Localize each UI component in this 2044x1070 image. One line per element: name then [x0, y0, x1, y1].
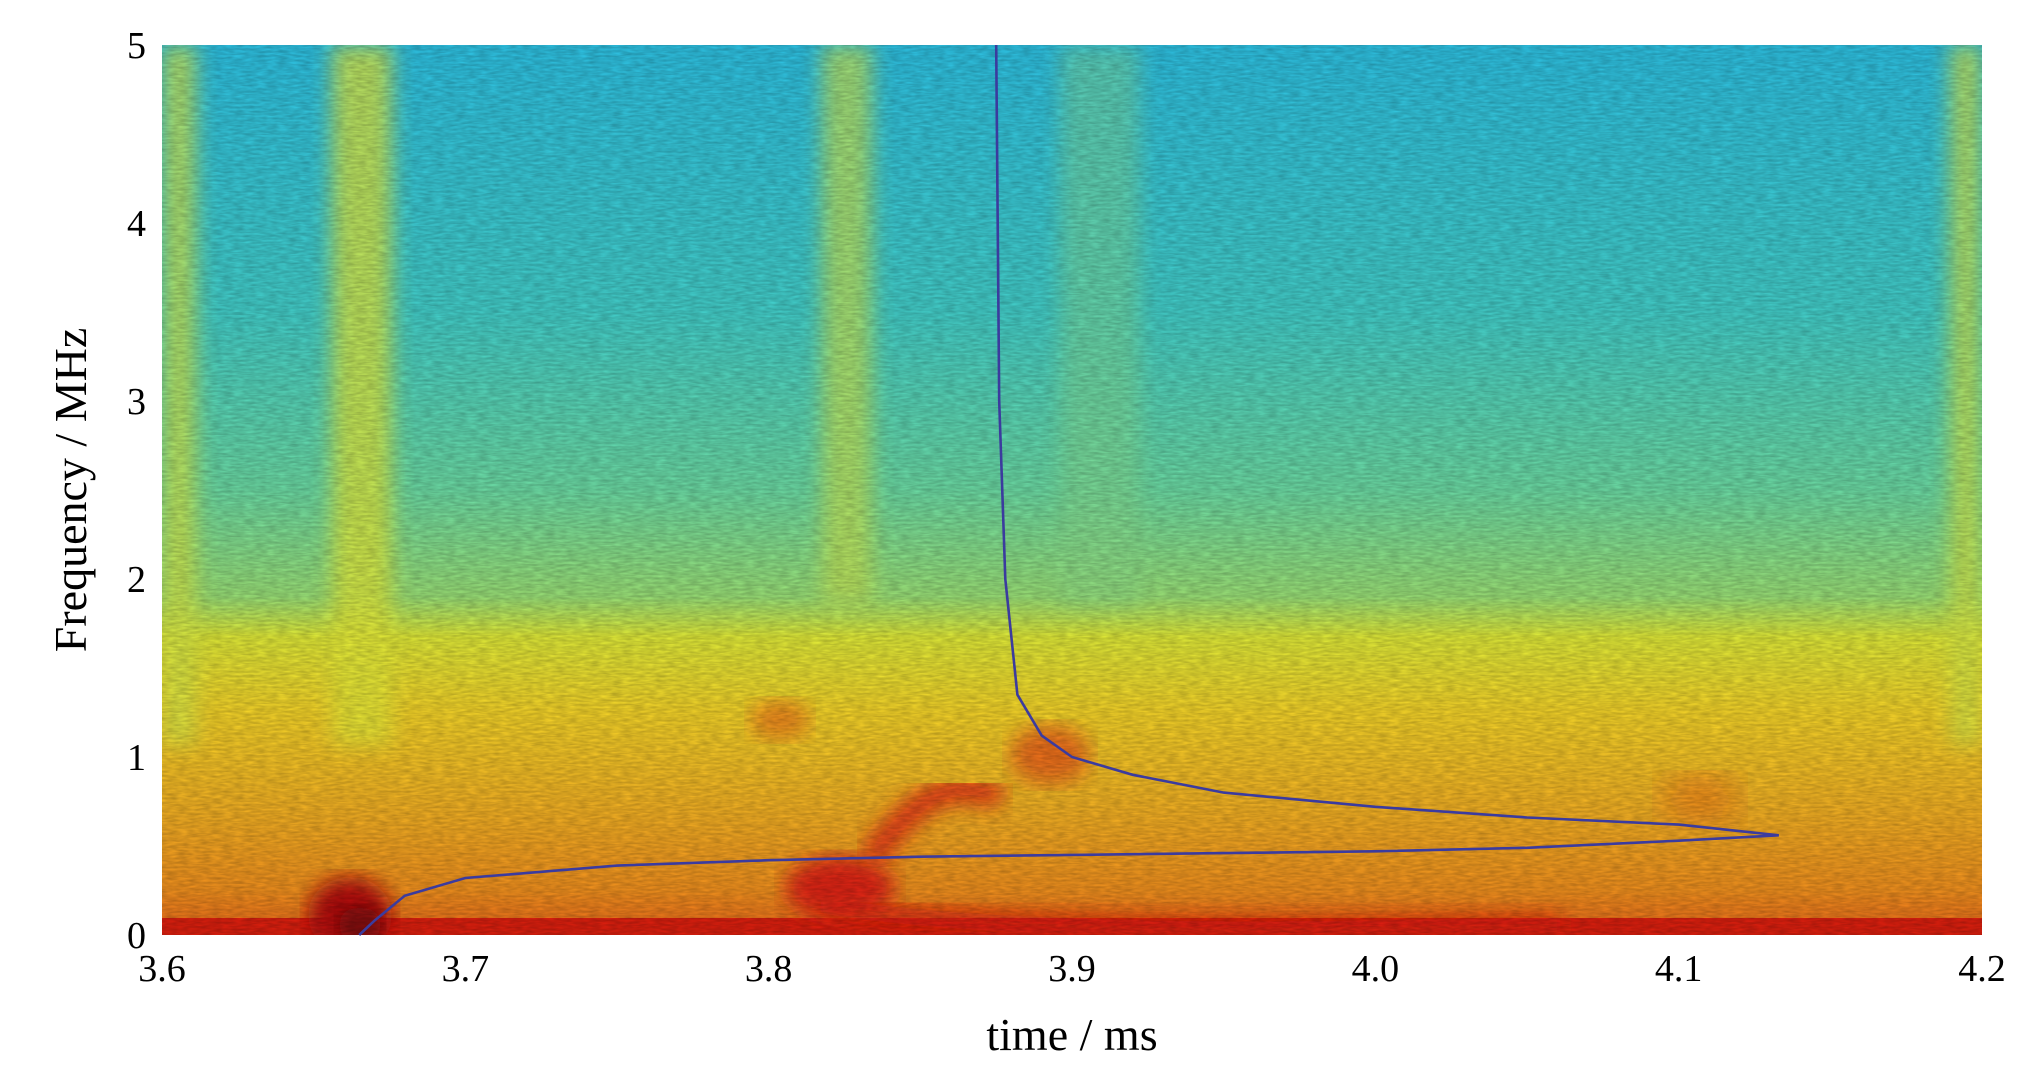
- x-axis-title: time / ms: [986, 1009, 1157, 1060]
- x-tick-label: 4.0: [1352, 948, 1400, 990]
- x-tick-label: 4.1: [1655, 948, 1703, 990]
- y-tick-label: 1: [127, 737, 146, 779]
- overlay-curve: [358, 44, 1779, 936]
- y-tick-label: 4: [127, 203, 146, 245]
- y-tick-label: 5: [127, 25, 146, 67]
- x-tick-label: 3.7: [442, 948, 490, 990]
- x-tick-label: 4.2: [1958, 948, 2006, 990]
- y-axis-title: Frequency / MHz: [45, 328, 96, 652]
- y-axis: 0 1 2 3 4 5: [127, 25, 146, 957]
- x-tick-label: 3.9: [1048, 948, 1096, 990]
- y-tick-label: 3: [127, 381, 146, 423]
- x-axis: 3.6 3.7 3.8 3.9 4.0 4.1 4.2: [138, 948, 2006, 990]
- y-tick-label: 0: [127, 915, 146, 957]
- y-tick-label: 2: [127, 559, 146, 601]
- x-tick-label: 3.8: [745, 948, 793, 990]
- x-tick-label: 3.6: [138, 948, 186, 990]
- spectrogram-field: [162, 45, 1982, 935]
- speckle-texture: [162, 45, 1982, 935]
